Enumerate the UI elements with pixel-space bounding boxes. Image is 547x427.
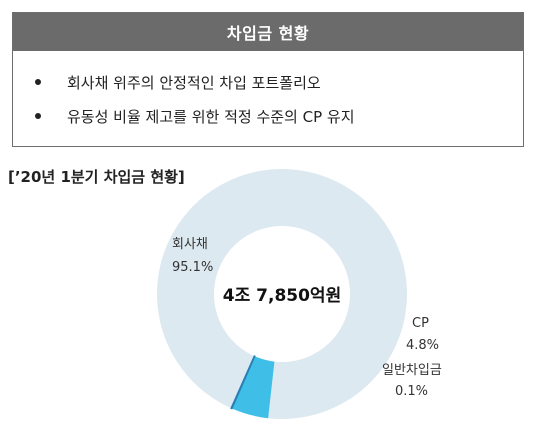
slice-label-percent: 4.8%	[406, 338, 439, 353]
donut-slice	[231, 356, 275, 419]
donut-center-total: 4조 7,850억원	[223, 286, 341, 306]
slice-label-name: CP	[412, 316, 429, 331]
donut-slice-layer	[157, 169, 408, 419]
summary-box: 차입금 현황 회사채 위주의 안정적인 차입 포트폴리오 유동성 비율 제고를 …	[12, 12, 524, 147]
chart-title: [’20년 1분기 차입금 현황]	[8, 168, 185, 186]
slice-label-name: 회사채	[172, 237, 208, 252]
donut-slice	[230, 355, 256, 410]
bullet-dot-icon	[35, 79, 41, 85]
bullet-dot-icon	[35, 113, 41, 119]
slice-label-name: 일반차입금	[382, 363, 442, 378]
summary-bullet-text: 회사채 위주의 안정적인 차입 포트폴리오	[67, 73, 321, 92]
slice-label-percent: 95.1%	[172, 260, 213, 275]
donut-slice	[157, 169, 408, 419]
summary-bullet-item: 유동성 비율 제고를 위한 적정 수준의 CP 유지	[35, 99, 523, 133]
summary-bullet-item: 회사채 위주의 안정적인 차입 포트폴리오	[35, 65, 523, 99]
slice-label-percent: 0.1%	[395, 384, 428, 399]
summary-title: 차입금 현황	[13, 13, 523, 51]
summary-bullet-text: 유동성 비율 제고를 위한 적정 수준의 CP 유지	[67, 107, 355, 126]
summary-bullet-list: 회사채 위주의 안정적인 차입 포트폴리오 유동성 비율 제고를 위한 적정 수…	[13, 51, 523, 133]
